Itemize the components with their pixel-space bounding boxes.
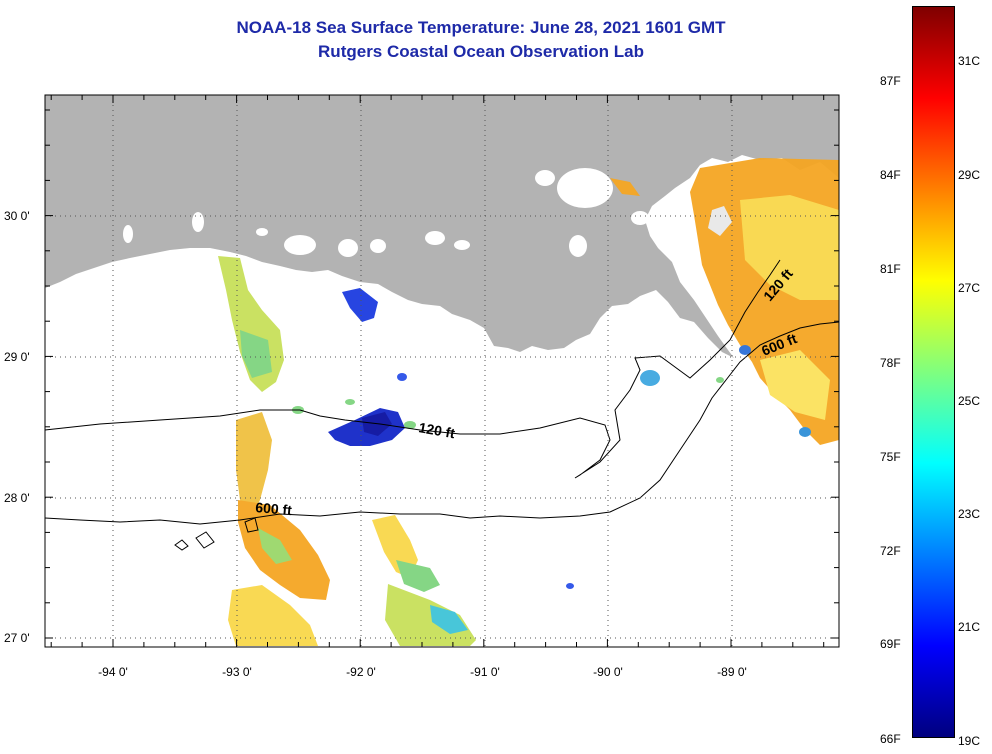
lat-label-29: 29 0' [4, 350, 30, 364]
lon-label-90: -90 0' [593, 665, 623, 679]
land-mass [45, 95, 839, 358]
lat-label-27: 27 0' [4, 631, 30, 645]
lon-label-94: -94 0' [98, 665, 128, 679]
colorbar-label-29c: 29C [958, 168, 981, 182]
lon-label-93: -93 0' [222, 665, 252, 679]
lon-label-89: -89 0' [717, 665, 747, 679]
colorbar-label-81f: 81F [880, 262, 901, 276]
colorbar-label-75f: 75F [880, 450, 901, 464]
map-subtitle: Rutgers Coastal Ocean Observation Lab [318, 42, 644, 61]
colorbar-label-87f: 87F [880, 74, 901, 88]
lon-label-92: -92 0' [346, 665, 376, 679]
graticule [45, 95, 839, 647]
depth-contours [44, 259, 840, 551]
lat-label-30: 30 0' [4, 209, 30, 223]
lat-label-28: 28 0' [4, 491, 30, 505]
colorbar-label-25c: 25C [958, 394, 981, 408]
inland-water [123, 168, 649, 257]
colorbar-label-66f: 66F [880, 732, 901, 746]
colorbar-label-23c: 23C [958, 507, 981, 521]
contour-label-120ft-mid: 120 ft [417, 419, 456, 441]
colorbar-label-27c: 27C [958, 281, 981, 295]
colorbar-label-31c: 31C [958, 54, 981, 68]
map-frame [44, 94, 840, 648]
sst-data [218, 158, 839, 646]
contour-120ft [44, 259, 781, 479]
colorbar-label-69f: 69F [880, 637, 901, 651]
colorbar-label-19c: 19C [958, 734, 981, 748]
map-title: NOAA-18 Sea Surface Temperature: June 28… [236, 18, 726, 37]
colorbar-label-78f: 78F [880, 356, 901, 370]
colorbar-label-72f: 72F [880, 544, 901, 558]
contour-label-600ft-west: 600 ft [255, 499, 293, 518]
contour-600ft [44, 321, 840, 525]
temperature-colorbar [912, 6, 955, 738]
colorbar-label-84f: 84F [880, 168, 901, 182]
lon-label-91: -91 0' [470, 665, 500, 679]
colorbar-label-21c: 21C [958, 620, 981, 634]
